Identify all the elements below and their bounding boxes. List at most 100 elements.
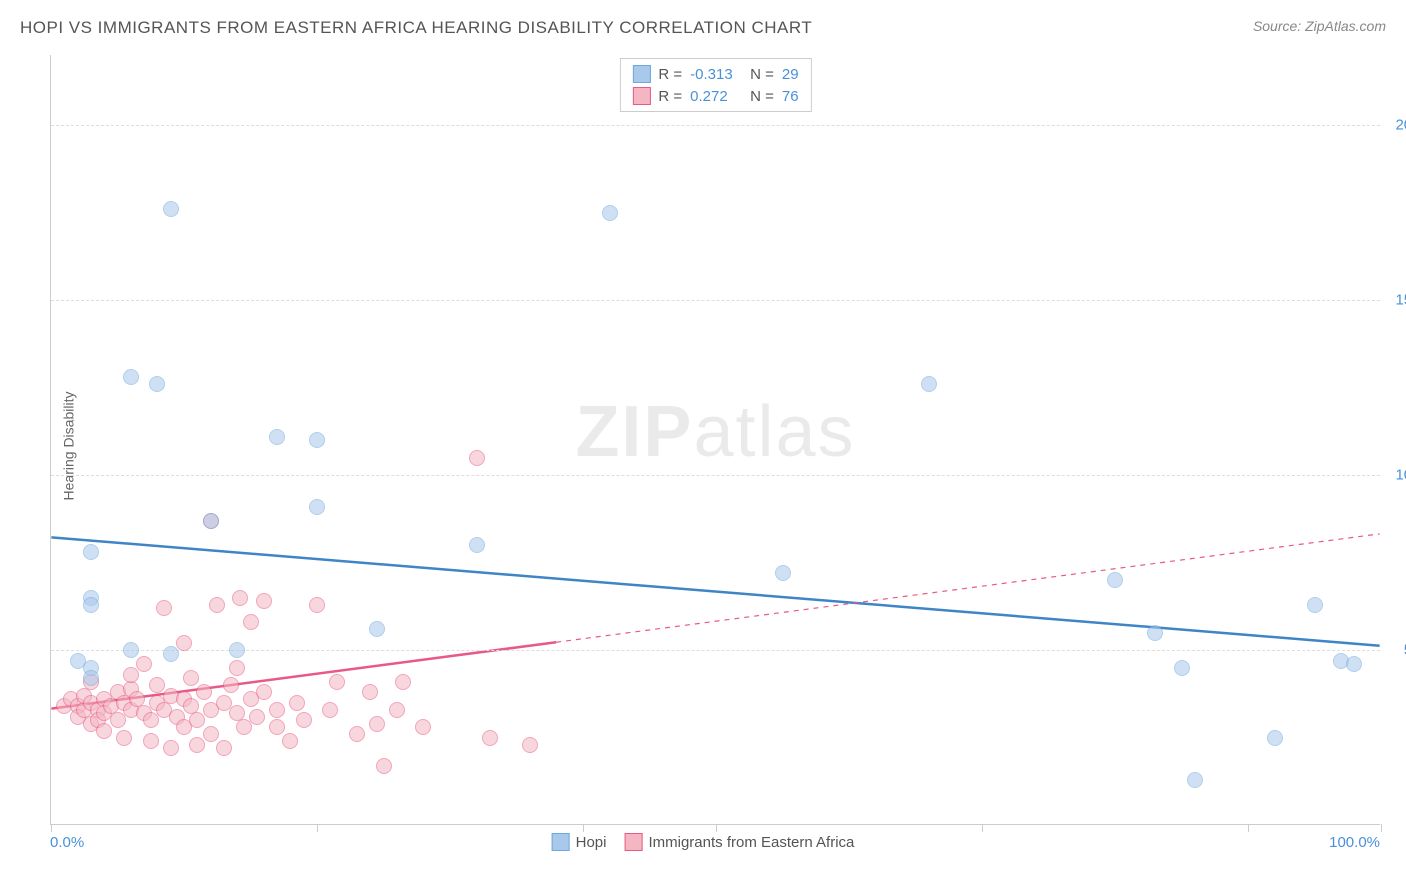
legend-swatch xyxy=(632,87,650,105)
source-label: Source: ZipAtlas.com xyxy=(1253,18,1386,34)
data-point xyxy=(209,597,225,613)
x-tick xyxy=(982,824,983,832)
data-point xyxy=(249,709,265,725)
gridline xyxy=(51,650,1380,651)
data-point xyxy=(522,737,538,753)
data-point xyxy=(1267,730,1283,746)
data-point xyxy=(389,702,405,718)
data-point xyxy=(223,677,239,693)
x-tick xyxy=(51,824,52,832)
plot-area: ZIPatlas R =-0.313N =29R =0.272N =76 5.0… xyxy=(50,55,1380,825)
data-point xyxy=(602,205,618,221)
legend-swatch xyxy=(552,833,570,851)
data-point xyxy=(1174,660,1190,676)
legend-row: R =-0.313N =29 xyxy=(632,63,798,85)
data-point xyxy=(216,740,232,756)
data-point xyxy=(469,450,485,466)
data-point xyxy=(156,600,172,616)
data-point xyxy=(269,719,285,735)
data-point xyxy=(362,684,378,700)
data-point xyxy=(369,716,385,732)
chart-title: HOPI VS IMMIGRANTS FROM EASTERN AFRICA H… xyxy=(20,18,812,37)
series-legend-item: Hopi xyxy=(552,833,607,851)
legend-row: R =0.272N =76 xyxy=(632,85,798,107)
watermark: ZIPatlas xyxy=(575,390,855,472)
data-point xyxy=(236,719,252,735)
series-label: Hopi xyxy=(576,834,607,851)
data-point xyxy=(1346,656,1362,672)
y-tick-label: 10.0% xyxy=(1395,467,1406,484)
data-point xyxy=(136,656,152,672)
data-point xyxy=(395,674,411,690)
data-point xyxy=(775,565,791,581)
data-point xyxy=(376,758,392,774)
data-point xyxy=(482,730,498,746)
data-point xyxy=(469,537,485,553)
data-point xyxy=(229,642,245,658)
x-axis-max-label: 100.0% xyxy=(1329,834,1380,851)
data-point xyxy=(149,376,165,392)
data-point xyxy=(203,513,219,529)
data-point xyxy=(269,702,285,718)
data-point xyxy=(296,712,312,728)
data-point xyxy=(1107,572,1123,588)
data-point xyxy=(203,726,219,742)
gridline xyxy=(51,300,1380,301)
data-point xyxy=(309,597,325,613)
x-tick xyxy=(716,824,717,832)
data-point xyxy=(921,376,937,392)
data-point xyxy=(163,201,179,217)
data-point xyxy=(189,712,205,728)
y-tick-label: 15.0% xyxy=(1395,292,1406,309)
legend-swatch xyxy=(624,833,642,851)
data-point xyxy=(415,719,431,735)
data-point xyxy=(232,590,248,606)
gridline xyxy=(51,475,1380,476)
data-point xyxy=(123,642,139,658)
x-tick xyxy=(583,824,584,832)
gridline xyxy=(51,125,1380,126)
data-point xyxy=(189,737,205,753)
y-tick-label: 20.0% xyxy=(1395,117,1406,134)
data-point xyxy=(196,684,212,700)
data-point xyxy=(163,740,179,756)
correlation-legend: R =-0.313N =29R =0.272N =76 xyxy=(619,58,811,112)
data-point xyxy=(143,712,159,728)
data-point xyxy=(123,667,139,683)
data-point xyxy=(229,660,245,676)
data-point xyxy=(1307,597,1323,613)
data-point xyxy=(163,646,179,662)
data-point xyxy=(143,733,159,749)
series-legend-item: Immigrants from Eastern Africa xyxy=(624,833,854,851)
data-point xyxy=(309,432,325,448)
data-point xyxy=(243,614,259,630)
x-tick xyxy=(1381,824,1382,832)
data-point xyxy=(1147,625,1163,641)
series-label: Immigrants from Eastern Africa xyxy=(648,834,854,851)
data-point xyxy=(1187,772,1203,788)
data-point xyxy=(309,499,325,515)
data-point xyxy=(289,695,305,711)
x-axis-min-label: 0.0% xyxy=(50,834,84,851)
data-point xyxy=(116,730,132,746)
data-point xyxy=(110,712,126,728)
data-point xyxy=(83,544,99,560)
data-point xyxy=(256,593,272,609)
data-point xyxy=(269,429,285,445)
x-tick xyxy=(1248,824,1249,832)
data-point xyxy=(329,674,345,690)
data-point xyxy=(322,702,338,718)
data-point xyxy=(96,723,112,739)
data-point xyxy=(183,670,199,686)
data-point xyxy=(256,684,272,700)
data-point xyxy=(83,670,99,686)
data-point xyxy=(369,621,385,637)
x-tick xyxy=(317,824,318,832)
data-point xyxy=(83,597,99,613)
series-legend: Hopi Immigrants from Eastern Africa xyxy=(552,833,855,851)
data-point xyxy=(349,726,365,742)
trend-lines xyxy=(51,55,1380,824)
data-point xyxy=(123,369,139,385)
data-point xyxy=(282,733,298,749)
data-point xyxy=(176,635,192,651)
